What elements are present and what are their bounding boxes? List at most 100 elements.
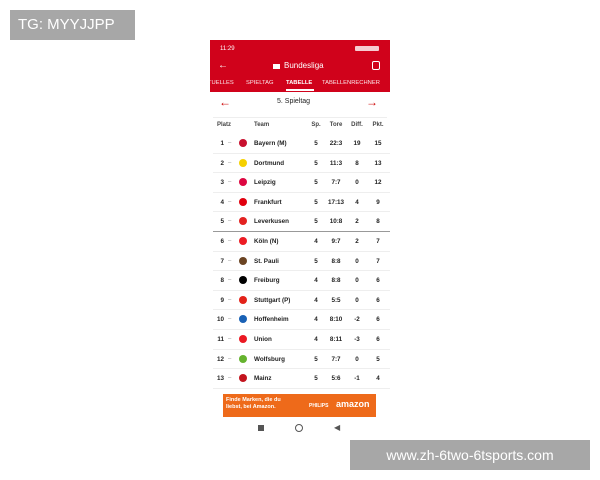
goals: 5:6 [331, 375, 341, 383]
games: 4 [314, 238, 318, 245]
goal-diff: 4 [355, 198, 359, 206]
ad-brand: PHILIPS [309, 403, 329, 409]
position: 10 [216, 316, 224, 324]
badge: TG: MYYJJPP [10, 10, 135, 40]
table: Platz Team Sp. Tore Diff. Pkt. 1– Bayern (M) 5 22… [213, 117, 390, 418]
nav-back[interactable]: ◀ [334, 423, 341, 432]
app-header: 11:29 ← Bundesliga TUELLES SPIELTAG TABELL… [210, 40, 390, 92]
position: 12 [216, 355, 224, 363]
table-row[interactable]: 13– Mainz 5 5:6 -1 4 [213, 369, 390, 389]
goal-diff: 0 [355, 179, 359, 187]
trend-icon: – [228, 296, 232, 303]
goal-diff: 2 [355, 218, 359, 226]
table-row[interactable]: 6– Köln (N) 4 9:7 2 7 [213, 232, 390, 252]
goal-diff: 2 [355, 238, 359, 245]
column-header: Team [254, 122, 270, 128]
tab[interactable]: SPIELTAG [246, 80, 274, 86]
tab[interactable]: TABELLE [286, 80, 313, 86]
next-matchday[interactable]: → [366, 95, 378, 109]
phone-screen: 11:29 ← Bundesliga TUELLES SPIELTAG TABELL… [210, 40, 390, 440]
team-name: Mainz [254, 375, 272, 383]
position: 1 [220, 140, 224, 147]
trend-icon: – [228, 375, 232, 382]
matchday-select[interactable]: 5. Spieltag [277, 98, 311, 105]
status-icons [355, 46, 379, 51]
goals: 8:8 [331, 257, 341, 265]
league-icon [273, 64, 280, 69]
team-crest [239, 256, 247, 265]
nav-bar: ◀ [210, 418, 390, 440]
table-row[interactable]: 5– Leverkusen 5 10:8 2 8 [213, 212, 390, 232]
team-crest [239, 139, 247, 147]
games: 5 [314, 218, 318, 226]
team-name: Bayern (M) [254, 140, 287, 147]
goal-diff: 0 [355, 277, 359, 285]
nav-home[interactable] [295, 424, 303, 432]
goal-diff: 19 [353, 140, 361, 147]
team-crest [239, 374, 247, 383]
team-crest [239, 178, 247, 187]
goals: 8:10 [329, 316, 343, 324]
goal-diff: 0 [355, 296, 359, 304]
table-row[interactable]: 10– Hoffenheim 4 8:10 -2 6 [213, 310, 390, 330]
team-crest [239, 197, 247, 206]
team-crest [239, 335, 247, 343]
goal-diff: 0 [355, 257, 359, 265]
team-name: Dortmund [254, 159, 285, 167]
team-name: Frankfurt [254, 198, 282, 206]
column-header: Diff. [351, 122, 363, 128]
goals: 8:11 [329, 336, 343, 343]
ad-text: Finde Marken, die du liebst, bei Amazon. [226, 397, 281, 410]
points: 4 [376, 375, 380, 383]
goal-diff: -3 [354, 336, 360, 343]
goals: 11:3 [329, 159, 343, 167]
nav-recent[interactable] [258, 425, 264, 431]
table-row[interactable]: 3– Leipzig 5 7:7 0 12 [213, 173, 390, 193]
points: 12 [374, 179, 382, 187]
team-crest [239, 237, 247, 245]
notification-icon[interactable] [372, 61, 380, 70]
trend-icon: – [228, 355, 232, 362]
points: 5 [376, 355, 380, 363]
points: 15 [374, 140, 382, 147]
table-row[interactable]: 8– Freiburg 4 8:8 0 6 [213, 271, 390, 291]
team-name: Leverkusen [254, 218, 290, 226]
column-header: Pkt. [372, 122, 384, 128]
table-row[interactable]: 11– Union 4 8:11 -3 6 [213, 330, 390, 350]
games: 5 [314, 140, 318, 147]
team-crest [239, 158, 247, 167]
team-crest [239, 276, 247, 285]
position: 13 [216, 375, 224, 383]
trend-icon: – [228, 198, 232, 205]
team-name: Freiburg [254, 277, 280, 285]
table-row[interactable]: 12– Wolfsburg 5 7:7 0 5 [213, 350, 390, 370]
prev-matchday[interactable]: ← [219, 95, 231, 109]
table-row[interactable]: 9– Stuttgart (P) 4 5:5 0 6 [213, 291, 390, 311]
table-row[interactable]: 1– Bayern (M) 5 22:3 19 15 [213, 134, 390, 154]
goals: 10:8 [329, 218, 343, 226]
ad-banner[interactable]: Finde Marken, die du liebst, bei Amazon.… [223, 394, 376, 417]
team-crest [239, 217, 247, 226]
tab[interactable]: TUELLES [210, 80, 234, 86]
points: 7 [376, 257, 380, 265]
table-row[interactable]: 7– St. Pauli 5 8:8 0 7 [213, 252, 390, 272]
goal-diff: 0 [355, 355, 359, 363]
games: 5 [314, 355, 318, 363]
back-button[interactable]: ← [218, 60, 228, 71]
table-row[interactable]: 4– Frankfurt 5 17:13 4 9 [213, 193, 390, 213]
goals: 7:7 [331, 355, 341, 363]
tab[interactable]: TABELLENRECHNER [322, 80, 380, 86]
trend-icon: – [228, 179, 232, 186]
team-name: Wolfsburg [254, 355, 286, 363]
games: 4 [314, 277, 318, 285]
team-crest [239, 315, 247, 324]
ad-logo: amazon [336, 399, 370, 409]
points: 6 [376, 336, 380, 343]
games: 4 [314, 296, 318, 304]
table-row[interactable]: 2– Dortmund 5 11:3 8 13 [213, 154, 390, 174]
position: 7 [220, 257, 224, 265]
team-name: St. Pauli [254, 257, 279, 265]
column-header: Platz [217, 122, 232, 128]
points: 13 [374, 159, 382, 167]
team-name: Leipzig [254, 179, 276, 187]
